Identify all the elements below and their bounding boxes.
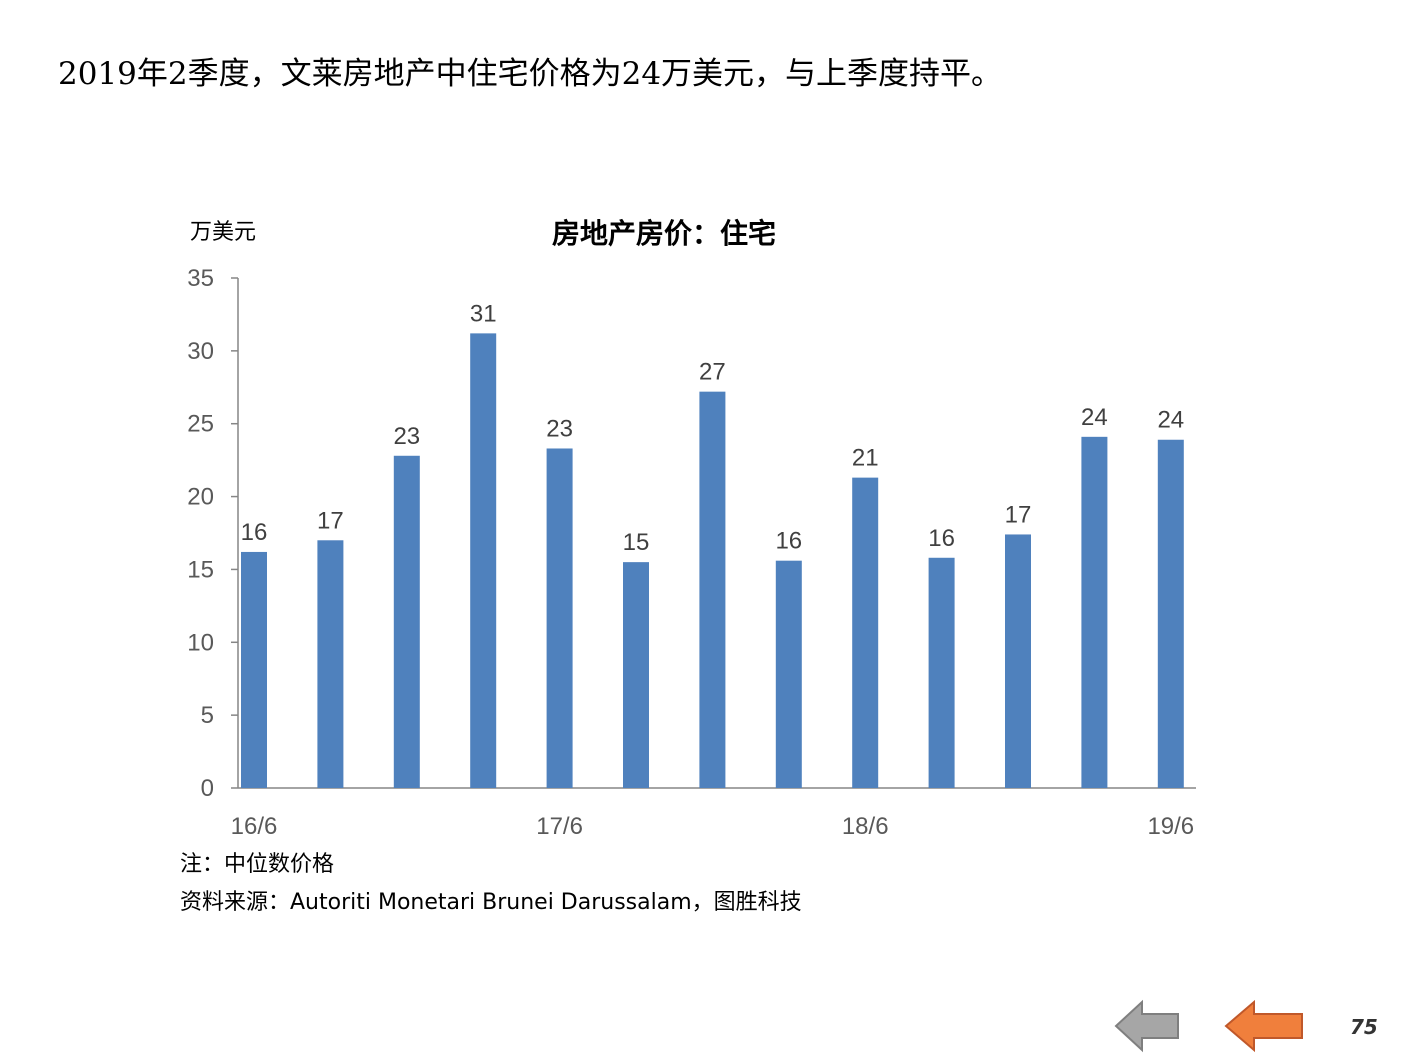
bar-data-label: 31 [470, 300, 497, 327]
y-tick-label: 15 [187, 556, 214, 583]
bar [241, 551, 267, 788]
chart-title: 房地产房价：住宅 [552, 217, 777, 250]
chart-note: 注：中位数价格 [180, 852, 335, 877]
bar [699, 391, 726, 788]
bar-data-label: 23 [393, 423, 420, 450]
bar [1157, 439, 1184, 788]
bar-data-label: 24 [1081, 404, 1108, 431]
bar-data-label: 21 [852, 445, 879, 472]
y-tick-label: 35 [187, 265, 214, 292]
bar-data-label: 27 [699, 359, 726, 386]
x-tick-label: 17/6 [536, 813, 583, 840]
y-tick-label: 10 [187, 629, 214, 656]
bar [317, 540, 344, 788]
bar [852, 477, 879, 788]
bar [470, 333, 497, 788]
bar [928, 557, 955, 788]
forward-arrow-icon[interactable] [1222, 998, 1306, 1054]
bar-data-label: 16 [928, 525, 955, 552]
y-tick-label: 5 [201, 702, 214, 729]
bar [393, 455, 420, 788]
bar-data-label: 16 [775, 528, 802, 555]
x-tick-label: 16/6 [231, 813, 278, 840]
page-number: 75 [1350, 1015, 1378, 1039]
bar [1081, 436, 1108, 788]
bar [775, 560, 802, 788]
bar [1005, 534, 1031, 788]
y-tick-label: 0 [201, 775, 214, 802]
x-tick-label: 19/6 [1147, 813, 1194, 840]
bar-data-label: 23 [546, 415, 573, 442]
bar [546, 448, 573, 788]
back-arrow-icon[interactable] [1112, 998, 1184, 1054]
bar-data-label: 15 [623, 529, 650, 556]
y-tick-label: 20 [187, 484, 214, 511]
y-axis-unit-label: 万美元 [190, 220, 257, 245]
x-tick-label: 18/6 [842, 813, 889, 840]
chart-source: 资料来源：Autoriti Monetari Brunei Darussalam… [180, 890, 802, 915]
bar [623, 562, 649, 788]
page-headline: 2019年2季度，文莱房地产中住宅价格为24万美元，与上季度持平。 [58, 56, 1003, 92]
y-tick-label: 30 [187, 338, 214, 365]
bar-data-label: 17 [1005, 501, 1032, 528]
y-tick-label: 25 [187, 411, 214, 438]
bar-data-label: 24 [1157, 407, 1184, 434]
bar-data-label: 16 [241, 519, 268, 546]
bar-data-label: 17 [317, 507, 344, 534]
